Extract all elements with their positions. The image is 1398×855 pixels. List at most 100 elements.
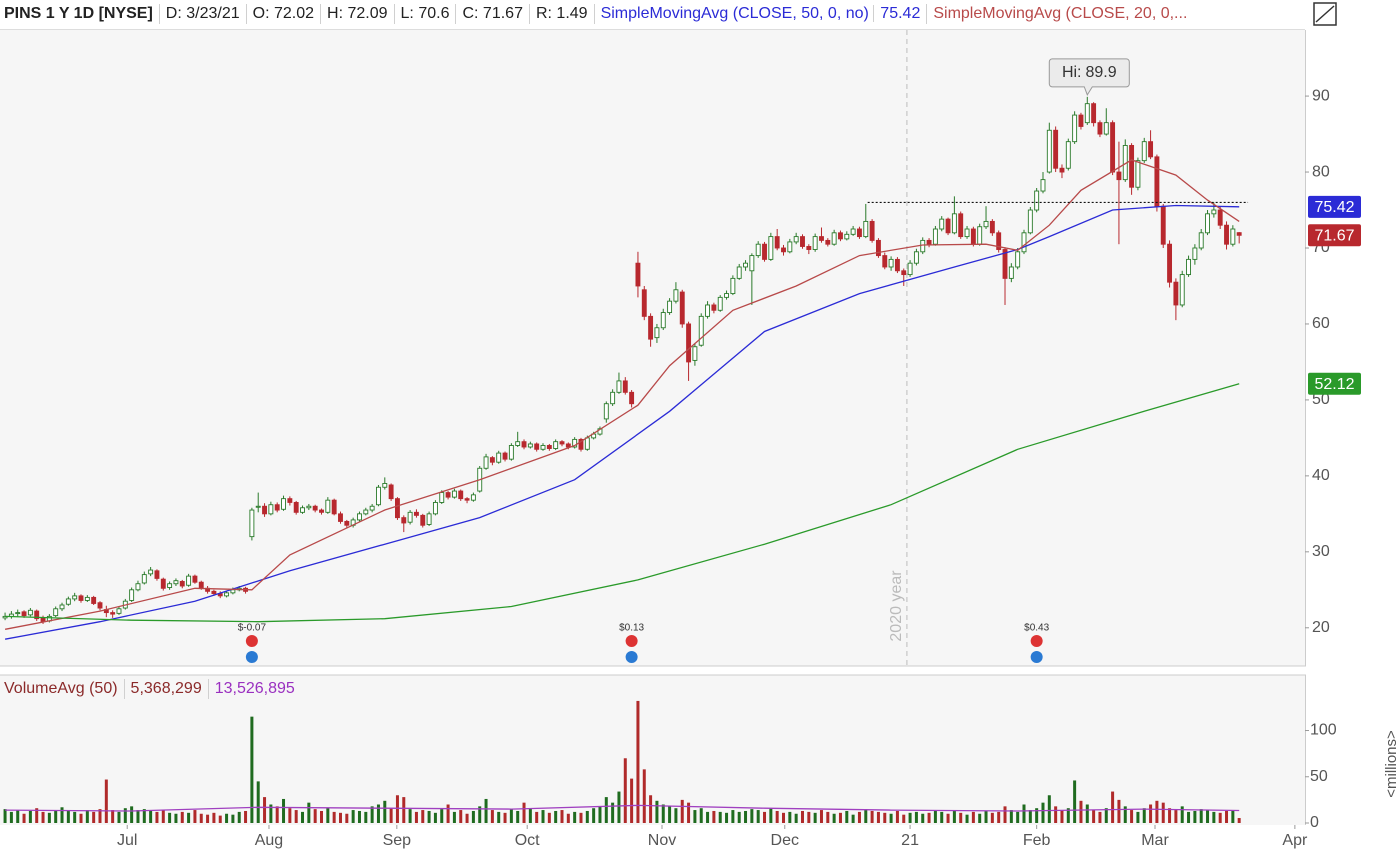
volume-bar bbox=[85, 810, 89, 823]
callout-value: 89.9 bbox=[1086, 64, 1117, 81]
volume-bar bbox=[756, 810, 760, 823]
volume-bar bbox=[1180, 806, 1184, 823]
volume-bar bbox=[199, 813, 203, 823]
candle-body bbox=[819, 236, 824, 241]
candle-body bbox=[21, 611, 27, 617]
candle-body bbox=[692, 346, 698, 361]
volume-bar bbox=[585, 810, 589, 823]
candle-body bbox=[762, 243, 767, 260]
volume-bar bbox=[41, 811, 45, 823]
candle-body bbox=[1059, 167, 1065, 173]
volume-bar bbox=[870, 810, 874, 823]
volume-bar bbox=[307, 802, 311, 823]
x-tick-label: Aug bbox=[255, 832, 283, 849]
candle-body bbox=[939, 218, 945, 230]
volume-bar bbox=[313, 809, 317, 823]
drawing-tool-icon[interactable] bbox=[1313, 2, 1337, 26]
volume-bar bbox=[706, 811, 710, 823]
candle-body bbox=[388, 484, 394, 500]
x-tick-label: Dec bbox=[771, 832, 799, 849]
volume-bar bbox=[699, 808, 703, 823]
candle-body bbox=[673, 289, 679, 302]
candle-body bbox=[1198, 232, 1204, 249]
volume-bar bbox=[193, 810, 197, 823]
candle-body bbox=[1217, 209, 1223, 226]
candle-body bbox=[875, 239, 881, 257]
candle-body bbox=[483, 456, 489, 469]
label: H: bbox=[327, 5, 344, 22]
volume-bar bbox=[471, 810, 475, 823]
volume-bar bbox=[414, 811, 418, 823]
x-tick-label: Nov bbox=[648, 832, 676, 849]
volume-bar bbox=[180, 811, 184, 823]
candle-body bbox=[970, 228, 976, 245]
x-tick-label: Feb bbox=[1023, 832, 1051, 849]
volume-bar bbox=[1060, 810, 1064, 823]
candle-body bbox=[679, 291, 685, 325]
volume-bar bbox=[117, 811, 121, 823]
candle-body bbox=[825, 239, 831, 245]
earnings-label: $0.43 bbox=[1024, 623, 1049, 634]
candle-body bbox=[610, 391, 616, 405]
candle-body bbox=[648, 315, 654, 340]
volume-bar bbox=[345, 813, 349, 823]
label: R: bbox=[535, 5, 552, 22]
volume-bar bbox=[92, 811, 96, 823]
candle-body bbox=[926, 239, 932, 245]
volume-bar bbox=[1193, 810, 1197, 823]
candle-body bbox=[1211, 209, 1217, 215]
volume-bar bbox=[1237, 818, 1241, 823]
volume-bar bbox=[459, 810, 463, 823]
candle-body bbox=[901, 270, 907, 276]
volume-bar bbox=[263, 797, 267, 823]
volume-bar bbox=[1022, 804, 1026, 823]
candle-body bbox=[565, 443, 571, 448]
candle-body bbox=[1179, 274, 1185, 306]
candle-body bbox=[888, 258, 894, 268]
candle-body bbox=[458, 490, 464, 500]
volume-bar bbox=[940, 811, 944, 823]
candle-body bbox=[129, 589, 135, 601]
volume-bar bbox=[959, 812, 963, 823]
study-sma20[interactable]: SimpleMovingAvg (CLOSE, 20, 0,... bbox=[926, 4, 1193, 24]
volume-bar bbox=[952, 810, 956, 823]
candle-body bbox=[857, 228, 862, 238]
candle-body bbox=[787, 241, 793, 253]
volume-bar bbox=[908, 812, 912, 823]
y-tick-label: 30 bbox=[1312, 543, 1330, 560]
volume-bar bbox=[984, 810, 988, 823]
candle-body bbox=[553, 441, 559, 449]
volume-bar bbox=[79, 813, 83, 823]
y-tick-label: 20 bbox=[1312, 619, 1330, 636]
volume-bar bbox=[421, 810, 425, 823]
candle-body bbox=[540, 445, 546, 450]
volume-bar bbox=[364, 811, 368, 823]
earnings-label: $0.13 bbox=[619, 623, 644, 634]
candle-body bbox=[426, 513, 432, 525]
candle-body bbox=[1097, 122, 1103, 135]
volume-bar bbox=[857, 811, 861, 823]
candle-body bbox=[312, 505, 318, 511]
earnings-icon bbox=[1030, 635, 1043, 647]
candle-body bbox=[578, 438, 584, 450]
volume-bar bbox=[490, 810, 494, 823]
volume-bar bbox=[288, 808, 292, 823]
candle-body bbox=[1002, 249, 1008, 279]
volume-bar bbox=[623, 758, 627, 823]
volume-bar bbox=[718, 811, 722, 823]
header: PINS 1 Y 1D [NYSE] D: 3/23/21 O: 72.02 H… bbox=[0, 4, 1193, 24]
candle-body bbox=[34, 610, 40, 620]
volume-bar bbox=[383, 800, 387, 823]
candle-body bbox=[1148, 141, 1154, 158]
study-sma50[interactable]: SimpleMovingAvg (CLOSE, 50, 0, no) 75.42 bbox=[593, 4, 927, 24]
volume-bar bbox=[218, 815, 222, 823]
volume-study[interactable]: VolumeAvg (50) bbox=[4, 680, 118, 697]
volume-bar bbox=[1136, 811, 1140, 823]
volume-bar bbox=[161, 810, 165, 823]
label: O: bbox=[252, 5, 270, 22]
volume-bar bbox=[1218, 812, 1222, 823]
volume-bar bbox=[554, 810, 558, 823]
volume-bar bbox=[332, 811, 336, 823]
volume-bar bbox=[782, 812, 786, 823]
volume-bar bbox=[775, 810, 779, 823]
